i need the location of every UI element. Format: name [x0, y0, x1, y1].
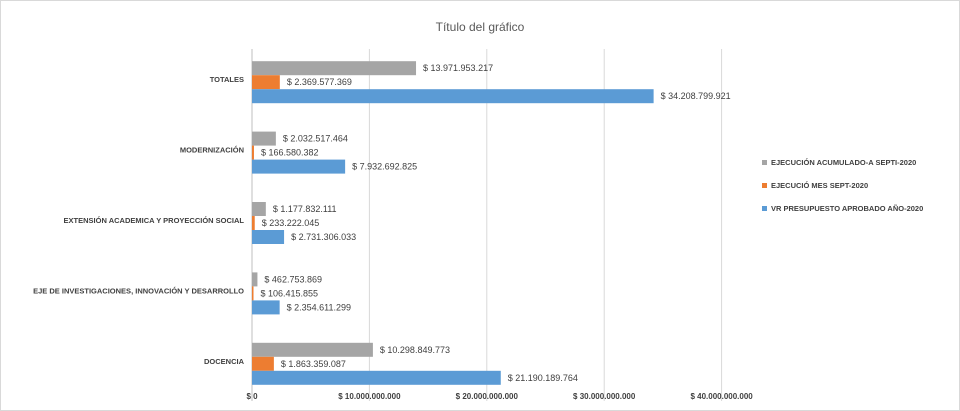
bar-ejecucio-mes-sept-2020-totales: [252, 75, 280, 90]
category-label-eje-de-investigaciones-innovacion-y-desarrollo: EJE DE INVESTIGACIONES, INNOVACIÓN Y DES…: [33, 286, 244, 295]
data-label: $ 2.369.577.369: [287, 77, 352, 87]
category-label-totales: TOTALES: [210, 75, 244, 84]
x-tick-label: $ 20.000.000.000: [456, 392, 519, 401]
data-label: $ 13.971.953.217: [423, 63, 493, 73]
bar-ejecucio-mes-sept-2020-extension-academica-y-proyeccion-social: [252, 216, 255, 230]
bar-vr-presupuesto-aprobado-ano-2020-modernizacion: [252, 159, 346, 174]
data-label: $ 462.753.869: [264, 274, 322, 284]
x-axis-tick-labels: $ 0 $ 10.000.000.000 $ 20.000.000.000 $ 30.…: [246, 392, 753, 401]
chart-title: Título del gráfico: [436, 20, 525, 34]
legend-swatch: [762, 160, 767, 165]
bar-vr-presupuesto-aprobado-ano-2020-eje-de-investigaciones-innovacion-y-desarrollo: [252, 300, 280, 315]
gridlines: [251, 49, 723, 401]
x-tick-label: $ 0: [246, 392, 258, 401]
legend-label: EJECUCIÓN ACUMULADO-A SEPTI-2020: [771, 158, 916, 167]
legend-swatch: [762, 206, 767, 211]
x-tick-label: $ 10.000.000.000: [338, 392, 401, 401]
bar-ejecucion-acumulado-a-septi-2020-docencia: [252, 342, 373, 357]
data-label: $ 2.354.611.299: [287, 302, 351, 312]
data-label: $ 10.298.849.773: [380, 345, 450, 355]
legend-label: EJECUCIÓ MES SEPT-2020: [771, 181, 868, 190]
legend-item-vr-presupuesto-aprobado-ano-2020: VR PRESUPUESTO APROBADO AÑO-2020: [762, 204, 923, 213]
bar-ejecucio-mes-sept-2020-docencia: [252, 356, 274, 371]
x-tick-label: $ 40.000.000.000: [690, 392, 753, 401]
data-label: $ 2.731.306.033: [291, 232, 356, 242]
legend: EJECUCIÓN ACUMULADO-A SEPTI-2020 EJECUCIÓ…: [762, 158, 923, 213]
data-label: $ 1.863.359.087: [281, 359, 346, 369]
legend-item-ejecucio-mes-sept-2020: EJECUCIÓ MES SEPT-2020: [762, 181, 868, 190]
x-tick-label: $ 30.000.000.000: [573, 392, 636, 401]
data-label: $ 2.032.517.464: [283, 134, 348, 144]
legend-swatch: [762, 183, 767, 188]
data-label: $ 233.222.045: [262, 218, 320, 228]
category-labels: DOCENCIA EJE DE INVESTIGACIONES, INNOVACI…: [33, 75, 244, 366]
data-label: $ 1.177.832.111: [273, 204, 337, 214]
bar-ejecucion-acumulado-a-septi-2020-modernizacion: [252, 131, 276, 146]
data-label: $ 21.190.189.764: [508, 373, 578, 383]
bar-vr-presupuesto-aprobado-ano-2020-totales: [252, 89, 654, 104]
bar-ejecucio-mes-sept-2020-modernizacion: [252, 145, 254, 160]
category-label-docencia: DOCENCIA: [204, 357, 245, 366]
bar-ejecucion-acumulado-a-septi-2020-totales: [252, 61, 417, 76]
category-label-extension-academica-y-proyeccion-social: EXTENSIÓN ACADEMICA Y PROYECCIÓN SOCIAL: [64, 216, 245, 225]
data-label: $ 166.580.382: [261, 148, 319, 158]
bar-ejecucion-acumulado-a-septi-2020-eje-de-investigaciones-innovacion-y-desarrollo: [252, 272, 258, 287]
bars: [252, 61, 654, 385]
bar-vr-presupuesto-aprobado-ano-2020-docencia: [252, 370, 501, 385]
data-label: $ 106.415.855: [261, 288, 319, 298]
legend-label: VR PRESUPUESTO APROBADO AÑO-2020: [771, 204, 923, 213]
bar-ejecucio-mes-sept-2020-eje-de-investigaciones-innovacion-y-desarrollo: [252, 286, 254, 301]
data-label: $ 7.932.692.825: [352, 162, 417, 172]
data-labels: $ 10.298.849.773 $ 1.863.359.087 $ 21.190.…: [261, 63, 731, 383]
bar-ejecucion-acumulado-a-septi-2020-extension-academica-y-proyeccion-social: [252, 202, 266, 216]
data-label: $ 34.208.799.921: [661, 91, 731, 101]
bar-vr-presupuesto-aprobado-ano-2020-extension-academica-y-proyeccion-social: [252, 230, 285, 244]
legend-item-ejecucion-acumulado-a-septi-2020: EJECUCIÓN ACUMULADO-A SEPTI-2020: [762, 158, 916, 167]
category-label-modernizacion: MODERNIZACIÓN: [180, 146, 244, 155]
